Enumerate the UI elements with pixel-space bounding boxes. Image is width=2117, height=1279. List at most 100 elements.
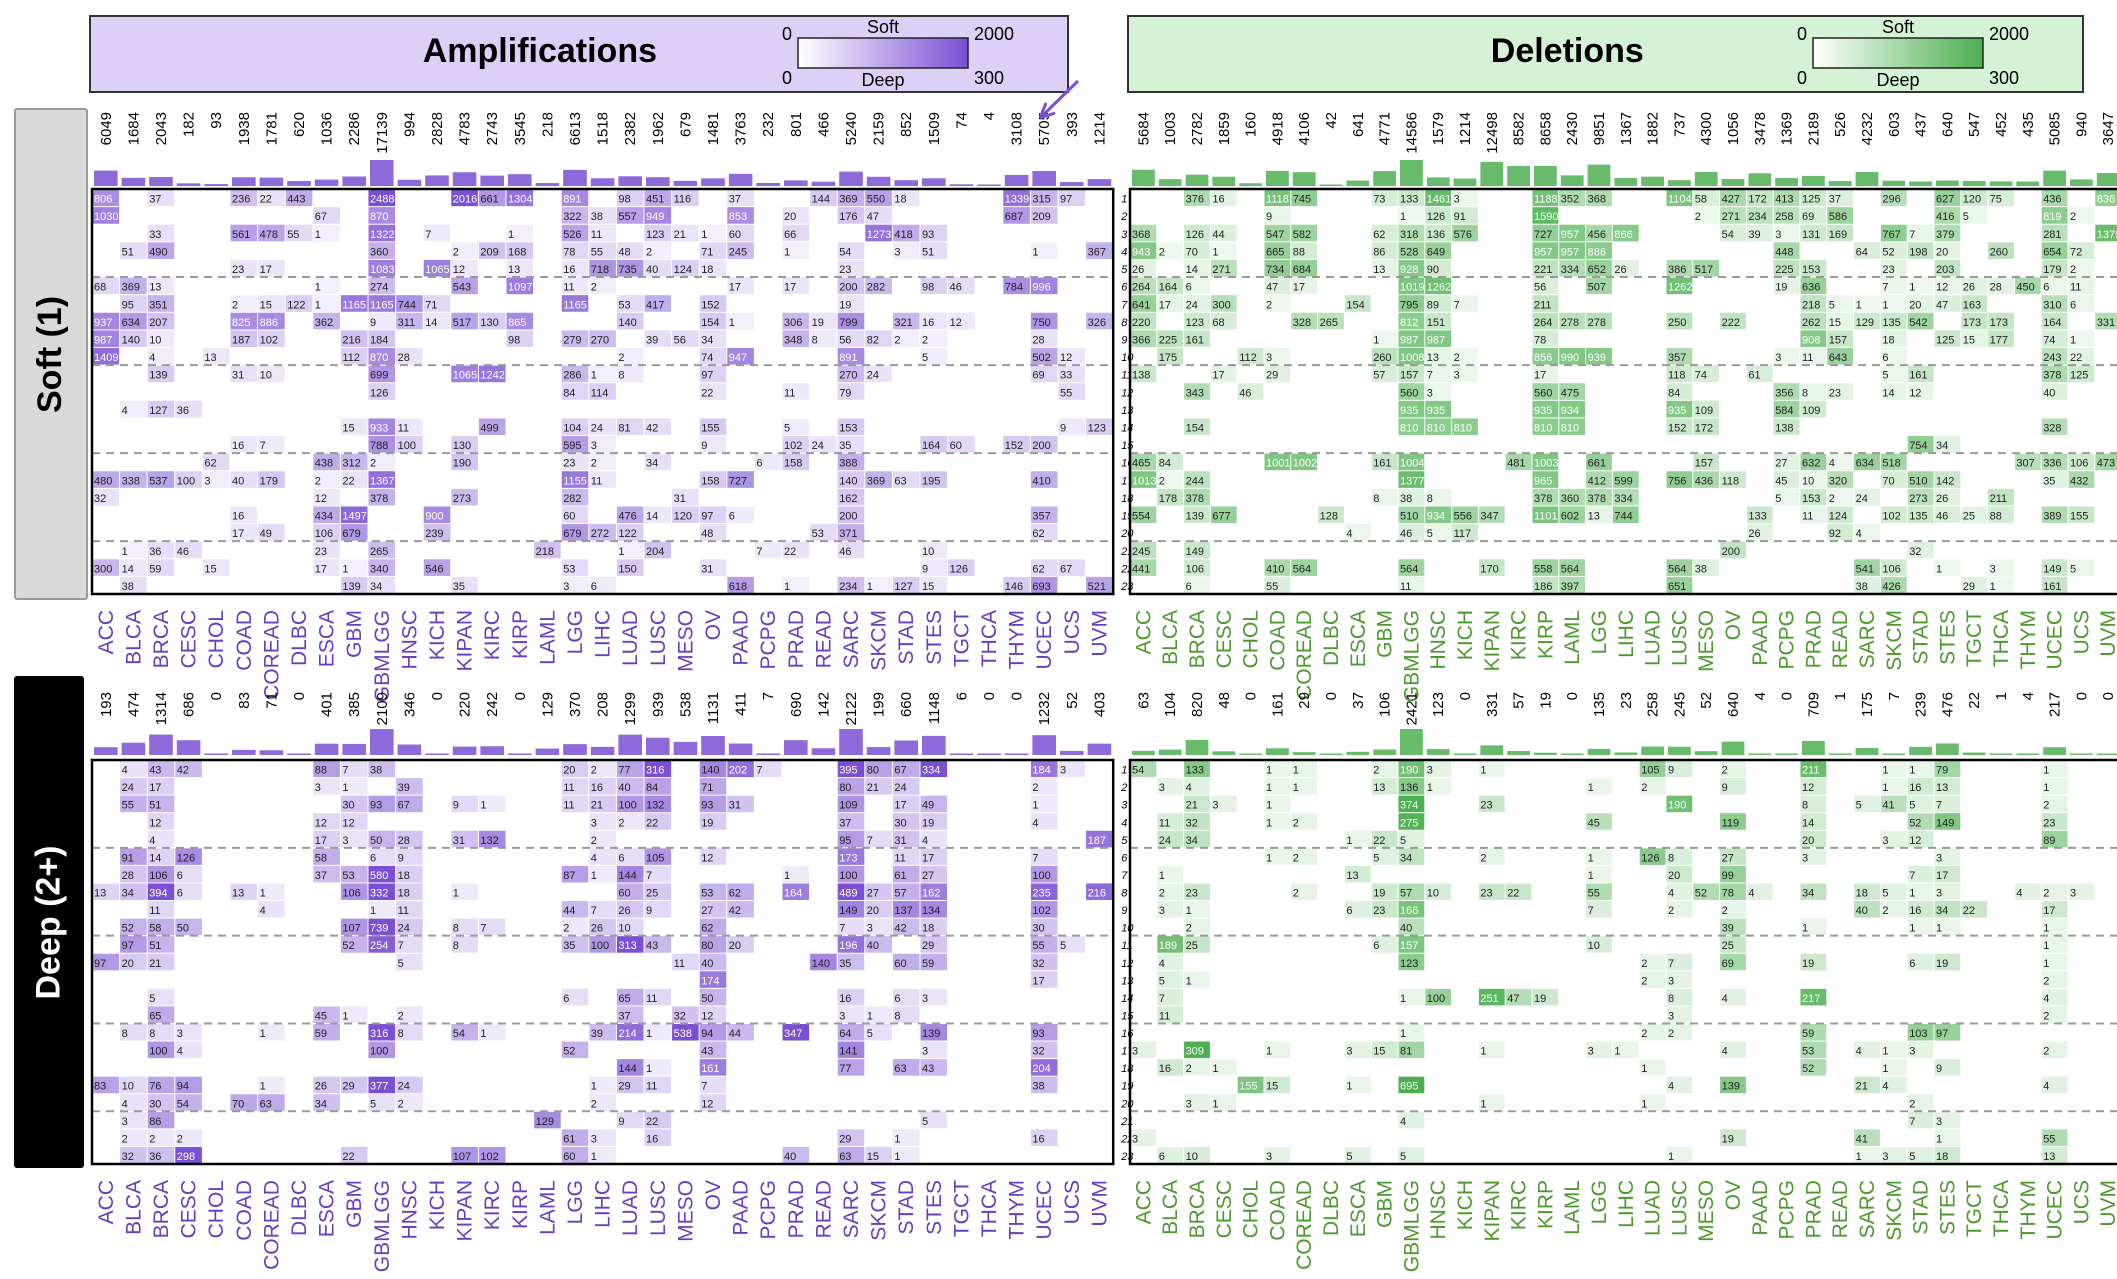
total-bar <box>452 172 477 186</box>
total-label: 1214 <box>1091 112 1108 145</box>
cell-value: 46 <box>1239 387 1251 399</box>
cell-value: 935 <box>1427 405 1445 417</box>
total-bar <box>1453 753 1477 755</box>
total-label: 106 <box>1377 692 1394 717</box>
cell-value: 172 <box>1748 194 1766 206</box>
heat-cell <box>1720 901 1746 918</box>
cell-value: 379 <box>1936 229 1954 241</box>
cell-value: 14 <box>1882 387 1894 399</box>
total-label: 19 <box>1537 692 1554 709</box>
cell-value: 152 <box>701 299 719 311</box>
heat-cell <box>1452 524 1478 541</box>
cell-value: 9 <box>646 905 652 917</box>
cell-value: 368 <box>1588 194 1606 206</box>
cell-value: 18 <box>1936 1151 1948 1163</box>
heat-cell <box>1854 1146 1880 1164</box>
total-bar <box>1989 181 2013 186</box>
chromosome-label: 16 <box>1121 1028 1134 1040</box>
heat-cell <box>1532 559 1559 576</box>
heat-cell <box>1773 418 1800 436</box>
cell-value: 6 <box>1882 352 1888 364</box>
cell-value: 105 <box>646 852 664 864</box>
cell-value: 8 <box>1373 493 1379 505</box>
heat-cell <box>1003 189 1030 207</box>
heat-cell <box>230 330 258 347</box>
cell-value: 16 <box>646 1133 658 1145</box>
heat-cell <box>1478 883 1505 901</box>
total-label: 939 <box>650 692 667 717</box>
heat-cell <box>1398 901 1425 918</box>
heat-cell <box>2041 760 2068 778</box>
heat-cell <box>1907 813 1934 830</box>
arrow-icon <box>1038 79 1080 120</box>
heat-cell <box>1532 242 1559 259</box>
heat-cell <box>810 189 837 207</box>
cell-value: 20 <box>784 211 796 223</box>
heat-cell <box>1452 365 1478 383</box>
cell-value: 5 <box>1400 1151 1406 1163</box>
cell-value: 1065 <box>425 264 449 276</box>
heat-cell <box>1184 795 1210 813</box>
cell-value: 23 <box>2043 817 2055 829</box>
total-label: 0 <box>1243 692 1260 700</box>
total-label: 940 <box>2073 112 2090 137</box>
cell-value: 12 <box>315 817 327 829</box>
category-label: MESO <box>1695 610 1718 672</box>
heat-cell <box>147 224 175 242</box>
cell-value: 36 <box>149 1151 161 1163</box>
total-bar <box>1587 164 1611 186</box>
total-bar <box>811 748 836 755</box>
heat-cell <box>1988 576 2014 594</box>
heat-cell <box>865 1023 892 1041</box>
heat-cell <box>1907 541 1934 559</box>
cell-value: 234 <box>1748 211 1766 223</box>
category-label: STES <box>1936 1180 1959 1235</box>
cell-value: 149 <box>2043 563 2061 575</box>
total-label: 4771 <box>1377 112 1394 145</box>
heat-cell <box>644 1023 672 1041</box>
cell-value: 2 <box>2070 211 2076 223</box>
heat-cell <box>1934 559 1961 576</box>
heat-cell <box>1532 488 1559 506</box>
cell-value: 40 <box>1400 923 1412 935</box>
cell-value: 426 <box>1882 581 1900 593</box>
cell-value: 576 <box>1454 229 1472 241</box>
cell-value: 4 <box>122 1098 128 1110</box>
cell-value: 71 <box>425 299 437 311</box>
cell-value: 52 <box>1909 817 1921 829</box>
category-label: THYM <box>1006 610 1029 670</box>
cell-value: 97 <box>122 940 134 952</box>
cell-value: 37 <box>315 870 327 882</box>
cell-value: 53 <box>1802 1046 1814 1058</box>
heat-cell <box>644 778 672 795</box>
heat-cell <box>2041 830 2068 848</box>
heat-cell <box>1666 365 1693 383</box>
heat-cell <box>699 883 727 901</box>
cell-value: 584 <box>1775 405 1793 417</box>
chromosome-label: 5 <box>1121 835 1128 847</box>
heat-cell <box>120 471 147 488</box>
total-bar <box>1560 753 1584 755</box>
total-label: 4918 <box>1269 112 1286 145</box>
cell-value: 1590 <box>1534 211 1558 223</box>
heat-cell <box>644 1059 672 1076</box>
category-label: KIRP <box>509 1180 532 1229</box>
total-bar <box>1400 160 1423 186</box>
cell-value: 374 <box>1400 800 1418 812</box>
cell-value: 3 <box>1427 765 1433 777</box>
total-bar <box>2096 172 2117 186</box>
cell-value: 812 <box>1400 317 1418 329</box>
heat-cell <box>616 795 644 813</box>
cell-value: 5 <box>1400 835 1406 847</box>
total-label: 2828 <box>429 112 446 145</box>
cell-value: 109 <box>1695 405 1713 417</box>
heat-cell <box>1398 918 1425 936</box>
heat-cell <box>644 418 672 436</box>
heat-cell <box>561 471 589 488</box>
heat-cell <box>120 295 147 312</box>
heat-cell <box>1184 1146 1210 1164</box>
cell-value: 25 <box>1186 940 1198 952</box>
cell-value: 679 <box>342 528 360 540</box>
total-bar <box>508 753 532 755</box>
heat-cell <box>1720 1076 1746 1094</box>
